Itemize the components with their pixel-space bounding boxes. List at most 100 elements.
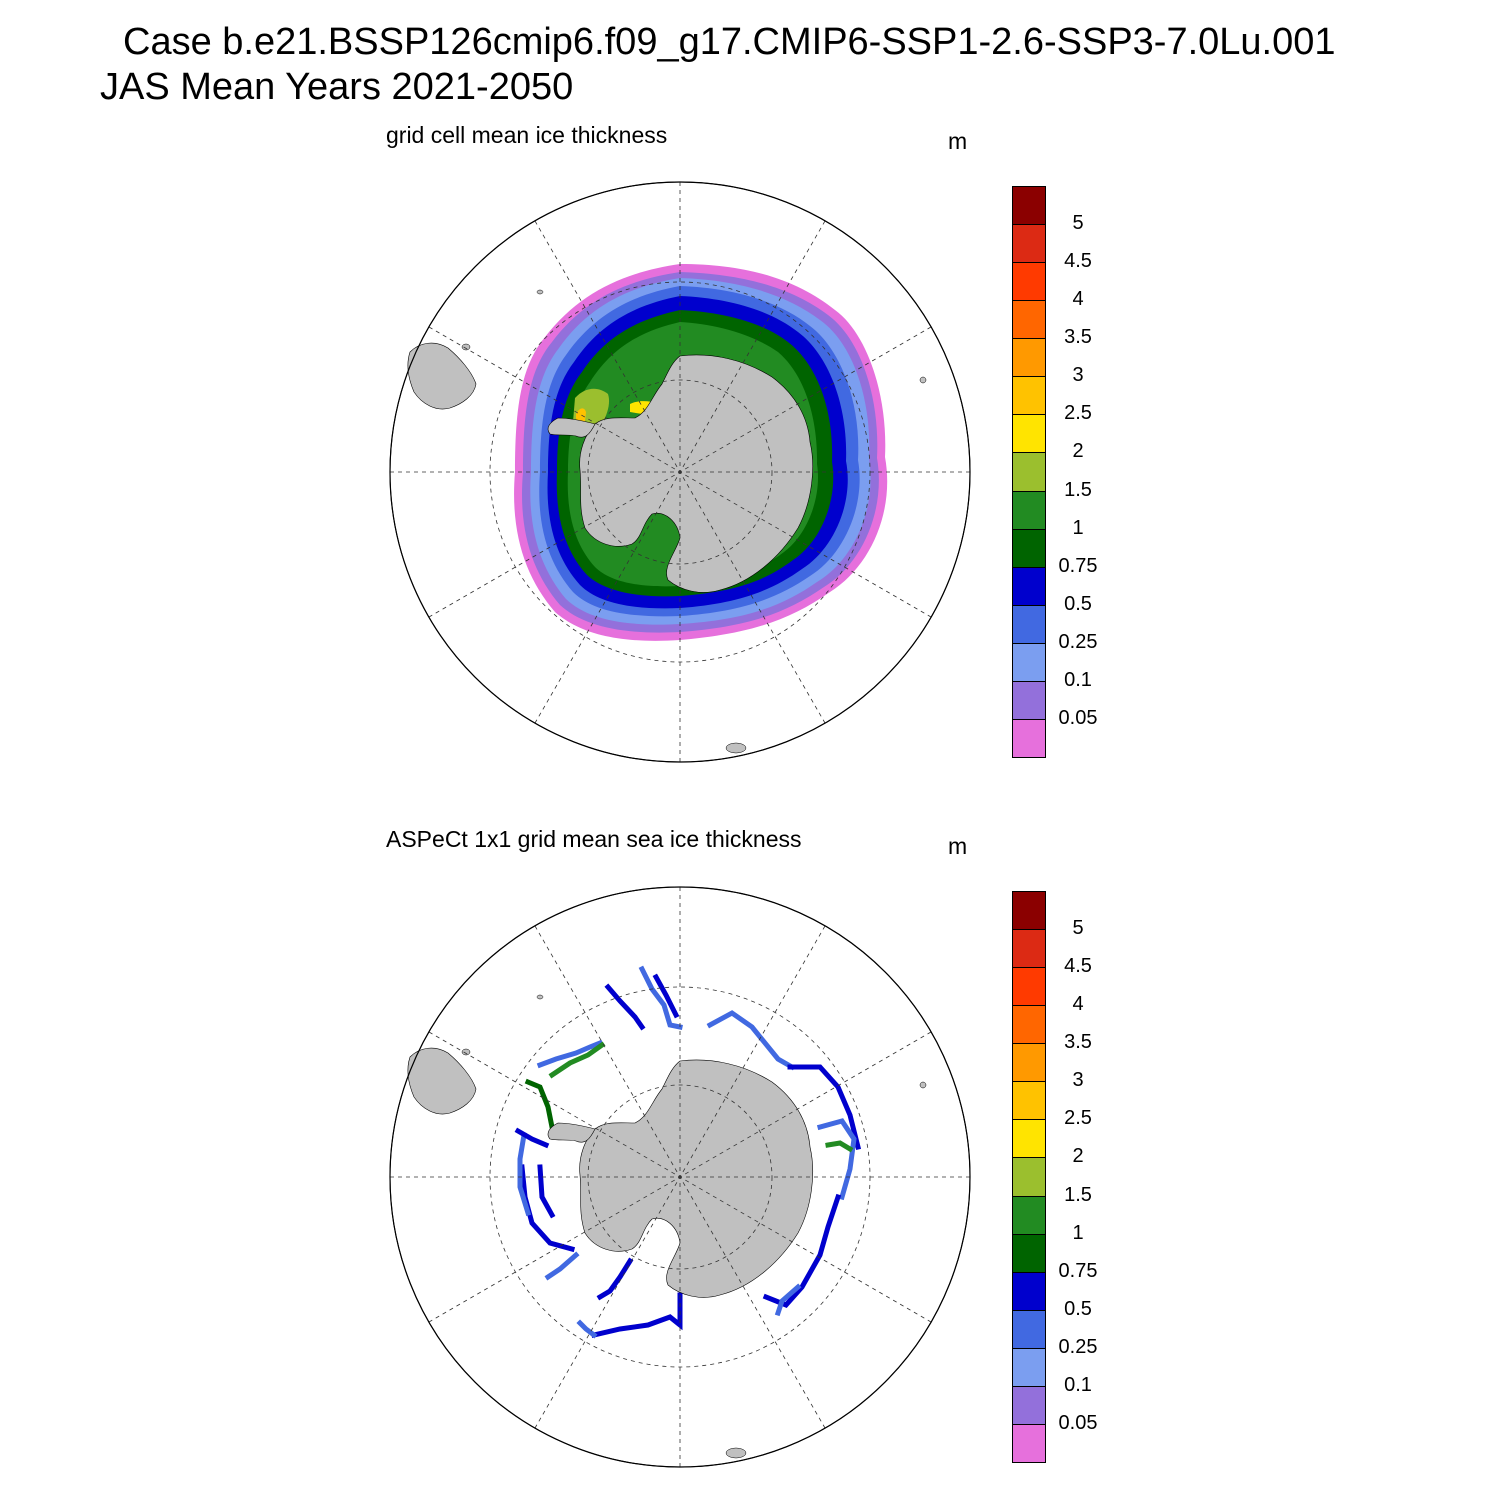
ice-thickness-map-model bbox=[389, 181, 971, 763]
colorbar-tick-label: 0.5 bbox=[1064, 1297, 1092, 1320]
track-3 bbox=[652, 973, 680, 1019]
colorbar-tick-label: 0.25 bbox=[1058, 630, 1098, 653]
colorbar-tick-label: 2.5 bbox=[1064, 1107, 1092, 1130]
falkland-islands bbox=[461, 1048, 471, 1056]
colorbar-tick-label: 5 bbox=[1072, 212, 1084, 235]
map-boundary bbox=[389, 886, 971, 1468]
track-1 bbox=[604, 983, 646, 1031]
track-13 bbox=[544, 1251, 580, 1281]
new-zealand-edge bbox=[725, 1447, 747, 1459]
colorbar-tick-label: 0.75 bbox=[1058, 554, 1098, 577]
colorbar-tick-label: 4.5 bbox=[1064, 250, 1092, 273]
colorbar-swatch bbox=[1012, 1423, 1046, 1463]
colorbar-swatch bbox=[1012, 1271, 1046, 1311]
colorbar-tick-label: 1.5 bbox=[1064, 1183, 1092, 1206]
colorbar-swatch bbox=[1012, 262, 1046, 302]
south-georgia bbox=[536, 994, 544, 1000]
colorbar-tick-label: 1 bbox=[1072, 1221, 1084, 1244]
colorbar-swatch bbox=[1012, 186, 1046, 226]
colorbar-tick-label: 5 bbox=[1072, 917, 1084, 940]
colorbar-tick-label: 2 bbox=[1072, 440, 1084, 463]
colorbar-swatch bbox=[1012, 300, 1046, 340]
colorbar-tick-label: 2.5 bbox=[1064, 402, 1092, 425]
colorbar-swatch bbox=[1012, 452, 1046, 492]
track-5 bbox=[787, 1064, 862, 1151]
colorbar-tick-label: 3 bbox=[1072, 1069, 1084, 1092]
colorbar-tick-label: 4 bbox=[1072, 993, 1084, 1016]
case-title: Case b.e21.BSSP126cmip6.f09_g17.CMIP6-SS… bbox=[123, 21, 1336, 63]
kerguelen bbox=[919, 376, 927, 384]
track-2 bbox=[638, 965, 683, 1030]
colorbar-tick-label: 0.25 bbox=[1058, 1335, 1098, 1358]
falkland-islands bbox=[461, 343, 471, 351]
track-19 bbox=[548, 1041, 606, 1079]
ship-tracks bbox=[514, 965, 862, 1339]
colorbar-swatch bbox=[1012, 566, 1046, 606]
colorbar-swatch bbox=[1012, 528, 1046, 568]
track-6 bbox=[816, 1118, 857, 1201]
new-zealand-edge bbox=[725, 742, 747, 754]
colorbar-swatch bbox=[1012, 338, 1046, 378]
antarctic-peninsula bbox=[547, 1122, 596, 1143]
track-15 bbox=[517, 1132, 532, 1217]
colorbar-swatch bbox=[1012, 1005, 1046, 1045]
colorbar-swatch bbox=[1012, 1119, 1046, 1159]
panel1-units: m bbox=[948, 128, 968, 154]
colorbar-panel1 bbox=[1012, 186, 1046, 758]
colorbar-tick-label: 4.5 bbox=[1064, 955, 1092, 978]
colorbar-tick-label: 0.5 bbox=[1064, 592, 1092, 615]
period-title: JAS Mean Years 2021-2050 bbox=[100, 66, 574, 108]
colorbar-tick-label: 1 bbox=[1072, 516, 1084, 539]
colorbar-tick-label: 3.5 bbox=[1064, 1031, 1092, 1054]
map-boundary bbox=[389, 181, 971, 763]
track-7 bbox=[825, 1140, 854, 1153]
colorbar-swatch bbox=[1012, 604, 1046, 644]
colorbar-swatch bbox=[1012, 1157, 1046, 1197]
antarctic-peninsula bbox=[547, 417, 596, 438]
track-11 bbox=[576, 1319, 598, 1339]
colorbar-swatch bbox=[1012, 1081, 1046, 1121]
track-17 bbox=[524, 1078, 555, 1130]
track-4 bbox=[706, 1010, 796, 1071]
ice-thickness-map-aspect bbox=[389, 886, 971, 1468]
colorbar-swatch bbox=[1012, 1347, 1046, 1387]
colorbar-swatch bbox=[1012, 1385, 1046, 1425]
colorbar-swatch bbox=[1012, 929, 1046, 969]
colorbar-swatch bbox=[1012, 642, 1046, 682]
antarctica-landmass bbox=[579, 1059, 813, 1298]
colorbar-swatch bbox=[1012, 490, 1046, 530]
colorbar-swatch bbox=[1012, 967, 1046, 1007]
colorbar-swatch bbox=[1012, 891, 1046, 931]
south-america-landmass bbox=[407, 1047, 477, 1115]
colorbar-tick-label: 0.05 bbox=[1058, 706, 1098, 729]
graticule bbox=[390, 887, 970, 1467]
colorbar-swatch bbox=[1012, 1233, 1046, 1273]
colorbar-tick-label: 0.1 bbox=[1064, 1373, 1092, 1396]
colorbar-swatch bbox=[1012, 1309, 1046, 1349]
graticule bbox=[390, 182, 970, 762]
track-14 bbox=[519, 1164, 576, 1253]
colorbar-tick-label: 4 bbox=[1072, 288, 1084, 311]
colorbar-swatch bbox=[1012, 680, 1046, 720]
colorbar-tick-label: 3 bbox=[1072, 364, 1084, 387]
track-16 bbox=[537, 1164, 556, 1219]
colorbar-swatch bbox=[1012, 718, 1046, 758]
colorbar-tick-label: 0.1 bbox=[1064, 668, 1092, 691]
panel2-units: m bbox=[948, 833, 968, 859]
colorbar-swatch bbox=[1012, 414, 1046, 454]
panel1-title: grid cell mean ice thickness bbox=[386, 122, 668, 148]
track-20 bbox=[514, 1127, 550, 1149]
track-12 bbox=[596, 1257, 634, 1301]
south-georgia bbox=[536, 289, 544, 295]
colorbar-tick-label: 0.75 bbox=[1058, 1259, 1098, 1282]
colorbar-tick-label: 3.5 bbox=[1064, 326, 1092, 349]
antarctica-landmass bbox=[579, 354, 813, 593]
colorbar-swatch bbox=[1012, 376, 1046, 416]
track-9 bbox=[774, 1283, 802, 1317]
colorbar-swatch bbox=[1012, 224, 1046, 264]
colorbar-tick-label: 0.05 bbox=[1058, 1411, 1098, 1434]
colorbar-tick-label: 1.5 bbox=[1064, 478, 1092, 501]
south-america-landmass bbox=[407, 342, 477, 410]
track-18 bbox=[536, 1039, 604, 1069]
colorbar-swatch bbox=[1012, 1043, 1046, 1083]
